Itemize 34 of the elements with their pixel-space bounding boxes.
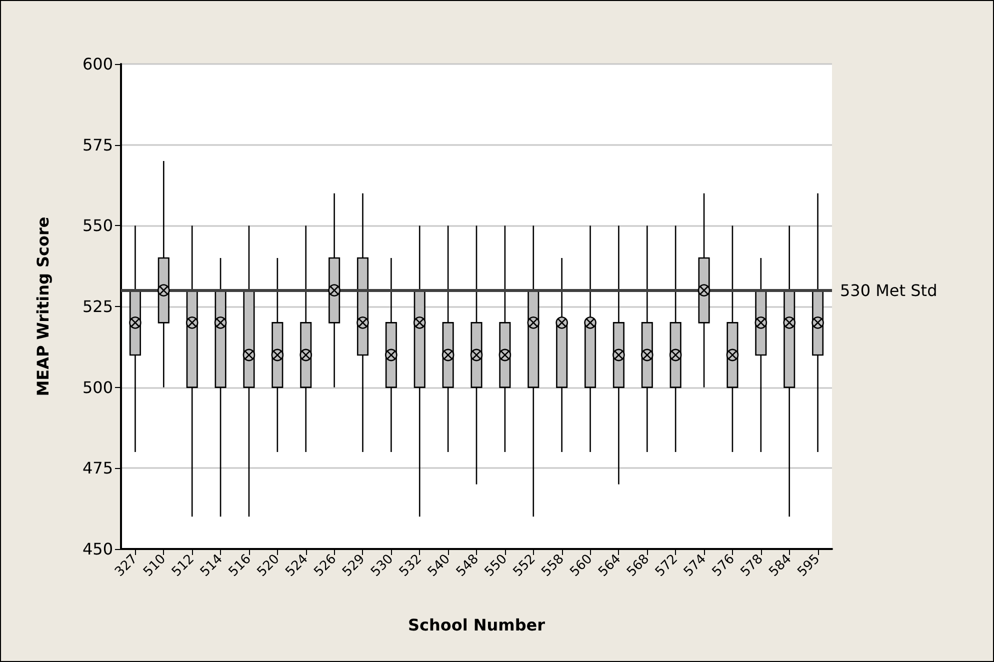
x-tick-label: 568 <box>624 552 652 580</box>
x-tick-label: 578 <box>738 552 766 580</box>
x-tick-label: 560 <box>567 552 596 580</box>
x-tick-label: 584 <box>766 552 795 580</box>
y-tick-label: 575 <box>82 135 113 154</box>
x-tick-label: 552 <box>510 552 539 580</box>
x-tick-label: 564 <box>596 552 624 580</box>
y-tick-label: 475 <box>82 458 113 478</box>
x-tick-label: 524 <box>283 552 312 580</box>
y-tick-label: 600 <box>82 54 113 74</box>
x-tick-label: 548 <box>454 552 482 580</box>
x-tick-label: 510 <box>140 552 169 580</box>
ref-line-label: 530 Met Std <box>840 280 938 300</box>
y-tick-label: 450 <box>82 540 113 558</box>
x-tick-label: 550 <box>482 552 510 580</box>
x-tick-label: 558 <box>538 552 568 580</box>
x-tick-label: 574 <box>681 552 710 580</box>
x-tick-label: 576 <box>710 552 738 580</box>
x-tick-label: 520 <box>254 552 283 580</box>
x-tick-label: 526 <box>311 552 340 580</box>
x-axis-title: School Number <box>408 616 546 634</box>
x-tick-label: 540 <box>425 552 454 580</box>
y-axis-title: MEAP Writing Score <box>34 216 52 396</box>
x-tick-label: 529 <box>340 552 368 580</box>
y-tick-label: 525 <box>82 297 113 316</box>
y-tick-label: 500 <box>82 378 113 397</box>
y-tick-label: 550 <box>82 216 113 236</box>
x-tick-label: 512 <box>169 552 198 580</box>
x-tick-label: 530 <box>368 552 396 580</box>
x-tick-label: 516 <box>226 552 254 580</box>
x-tick-label: 532 <box>396 552 425 580</box>
x-tick-label: 514 <box>198 552 226 580</box>
x-tick-label: 572 <box>652 552 681 580</box>
x-tick-label: 595 <box>794 552 824 580</box>
